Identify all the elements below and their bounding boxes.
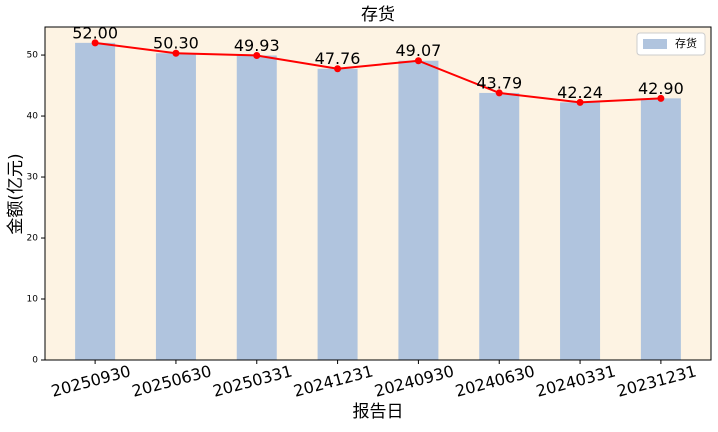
bar [479, 92, 520, 360]
value-label: 50.30 [153, 34, 199, 53]
line-point [253, 51, 261, 59]
y-tick-label: 40 [27, 112, 39, 122]
x-axis-label: 报告日 [353, 402, 404, 422]
bar [640, 98, 681, 360]
line-point [91, 39, 99, 47]
bar [155, 53, 196, 360]
line-point [495, 89, 503, 97]
value-label: 52.00 [72, 23, 118, 42]
x-tick-label: 20241231 [292, 361, 376, 400]
line-point [576, 98, 584, 106]
value-label: 49.07 [396, 41, 442, 60]
bar [75, 42, 116, 360]
y-tick-label: 0 [32, 356, 38, 366]
bar [398, 60, 439, 360]
x-tick-label: 20231231 [615, 361, 699, 400]
y-tick-label: 30 [27, 173, 39, 183]
y-tick-label: 50 [27, 51, 39, 61]
plot-background [45, 27, 711, 360]
x-tick-label: 20250331 [211, 361, 295, 400]
bar [317, 68, 358, 360]
value-label: 47.76 [315, 49, 361, 68]
y-axis-label: 金额(亿元) [6, 153, 26, 234]
x-tick-label: 20240630 [453, 361, 537, 400]
line [94, 41, 661, 104]
value-label: 42.24 [557, 83, 603, 102]
x-tick-label: 20250930 [49, 361, 133, 400]
value-label: 49.93 [234, 36, 280, 55]
x-tick-label: 20240930 [372, 361, 456, 400]
legend-label: 存货 [675, 36, 697, 50]
value-label: 42.90 [638, 79, 684, 98]
chart-title: 存货 [361, 5, 395, 25]
x-tick-label: 20240331 [534, 361, 618, 400]
x-tick-label: 20250630 [130, 361, 214, 400]
line-point [657, 94, 665, 102]
y-tick-label: 10 [27, 295, 39, 305]
y-tick-label: 20 [27, 234, 39, 244]
line-point [414, 57, 422, 65]
legend-swatch [643, 39, 667, 49]
value-label: 43.79 [476, 73, 522, 92]
bar [236, 55, 277, 360]
line-point [334, 65, 342, 73]
legend-box [636, 32, 706, 56]
plot-frame [44, 26, 712, 361]
bar [560, 102, 601, 360]
line-point [172, 49, 180, 57]
